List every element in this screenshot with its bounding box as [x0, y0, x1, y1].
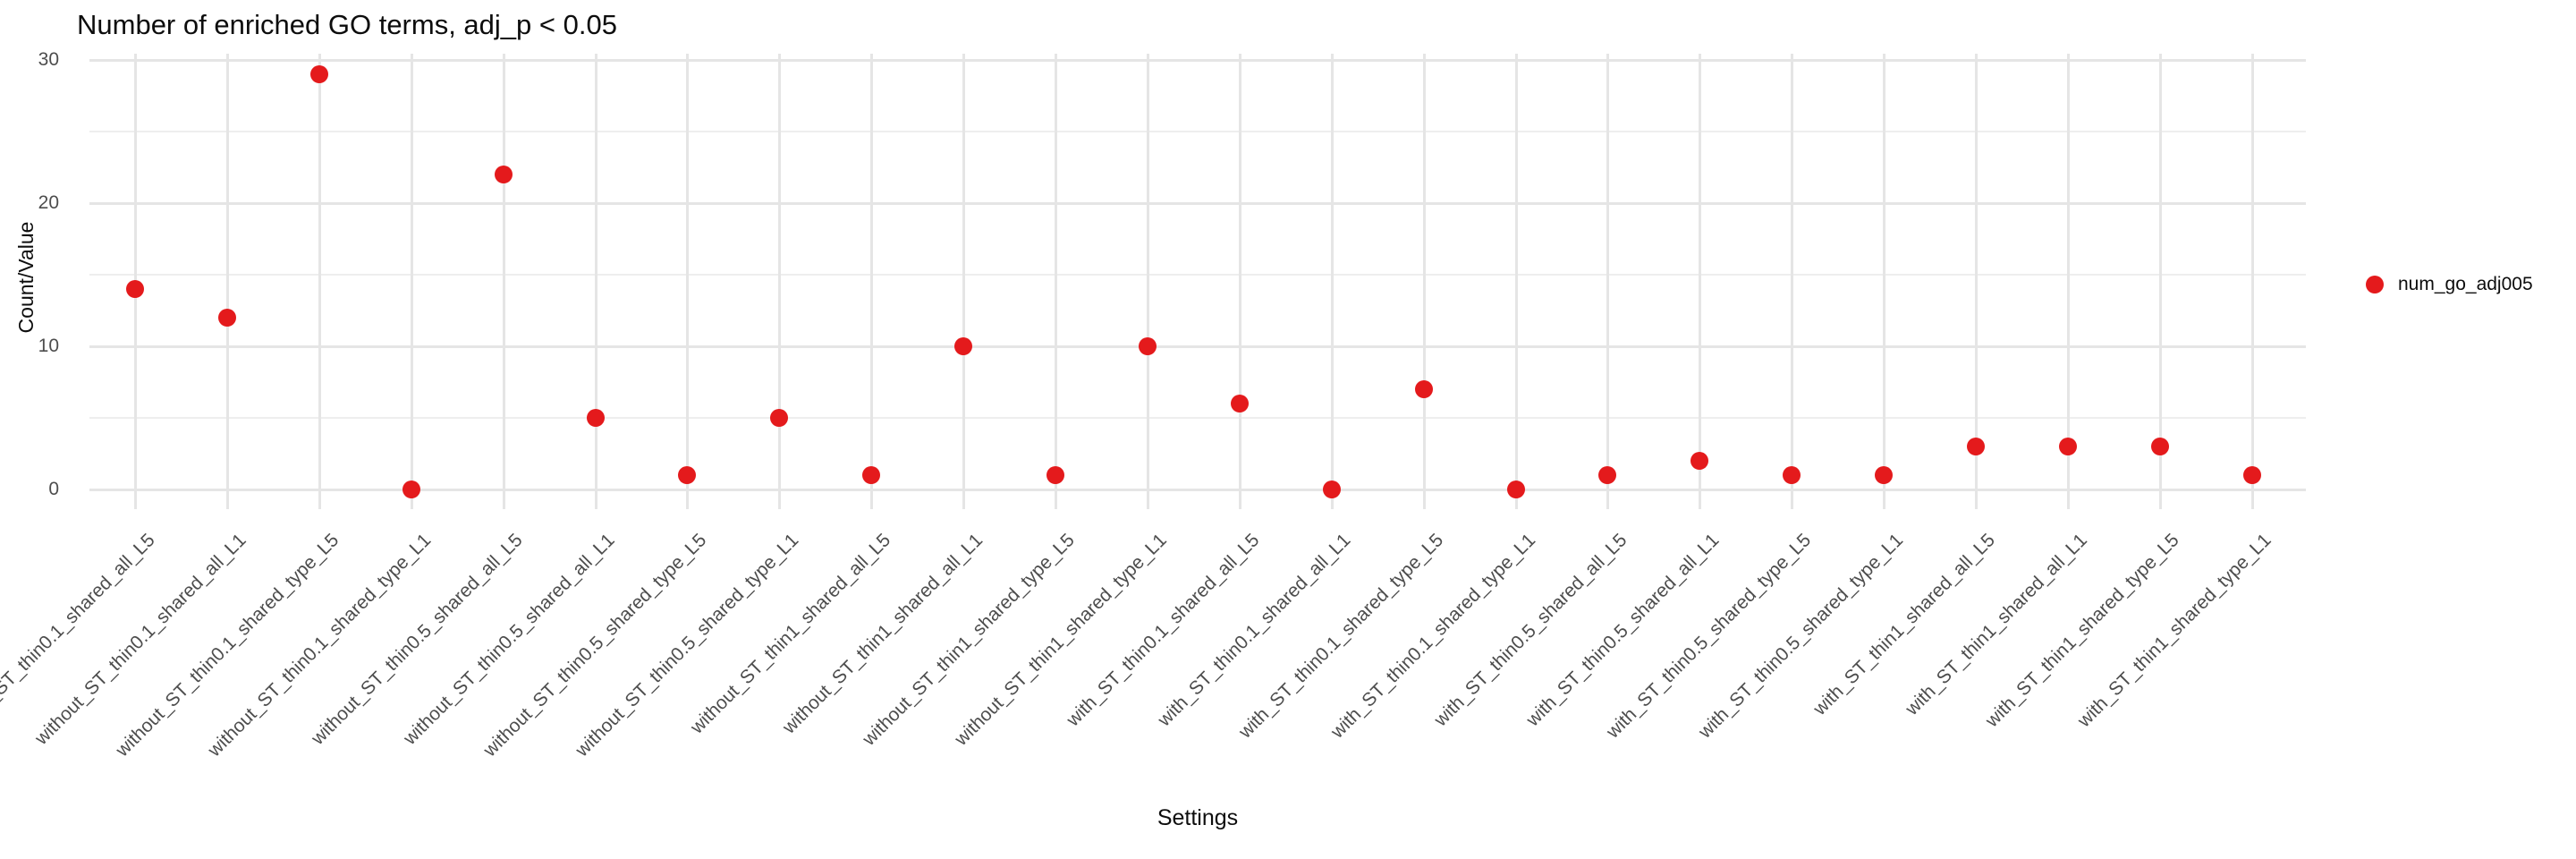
y-tick-label: 0 [48, 479, 59, 499]
data-point [1046, 466, 1064, 484]
x-tick-label-text: with_ST_thin0.5_shared_type_L1 [1694, 530, 1908, 743]
data-point [1138, 337, 1157, 355]
x-tick-label-text: without_ST_thin1_shared_all_L5 [686, 530, 895, 738]
data-point [402, 481, 420, 498]
data-point [1598, 466, 1617, 484]
x-tick-label-text: with_ST_thin0.1_shared_type_L5 [1234, 530, 1447, 743]
data-point [309, 65, 328, 83]
x-tick-label-text: with_ST_thin0.1_shared_all_L5 [1062, 530, 1264, 731]
x-tick-label-text: with_ST_thin0.5_shared_all_L1 [1522, 530, 1724, 731]
data-point [2242, 466, 2261, 484]
data-point [1230, 395, 1249, 412]
x-tick-label-text: with_ST_thin1_shared_type_L1 [2073, 530, 2275, 732]
y-tick-label: 30 [38, 49, 59, 70]
legend: num_go_adj005 [2366, 274, 2533, 295]
x-axis-title: Settings [1157, 805, 1239, 830]
chart-title: Number of enriched GO terms, adj_p < 0.0… [77, 9, 617, 40]
gridline-horizontal-minor [89, 417, 2306, 419]
data-point [862, 466, 881, 484]
gridline-vertical-major [1055, 54, 1057, 509]
gridline-vertical-major [1514, 54, 1518, 509]
data-point [494, 166, 513, 183]
y-axis-title: Count/Value [14, 221, 38, 334]
data-point [678, 466, 697, 484]
data-point [2058, 438, 2077, 455]
gridline-vertical-major [1606, 54, 1610, 509]
gridline-vertical-major [1883, 54, 1886, 509]
gridline-vertical-major [1699, 54, 1702, 509]
data-point [1967, 438, 1985, 455]
legend-label: num_go_adj005 [2398, 274, 2533, 294]
data-point [954, 337, 973, 355]
gridline-vertical-major [962, 54, 966, 509]
gridline-vertical-major [2066, 54, 2070, 509]
x-tick-label-text: with_ST_thin0.5_shared_all_L5 [1430, 530, 1631, 731]
gridline-vertical-major [870, 54, 874, 509]
data-point [586, 409, 605, 427]
data-point [2150, 438, 2169, 455]
gridline-vertical-major [2158, 54, 2162, 509]
gridline-vertical-major [318, 54, 321, 509]
gridline-vertical-major [410, 54, 413, 509]
gridline-horizontal-minor [89, 131, 2306, 132]
gridline-vertical-major [1975, 54, 1978, 509]
gridline-vertical-major [2250, 54, 2254, 509]
data-point [1322, 481, 1341, 498]
x-tick-label-text: with_ST_thin1_shared_all_L5 [1809, 530, 2000, 719]
data-point [1875, 466, 1894, 484]
gridline-vertical-major [1330, 54, 1334, 509]
y-tick-label: 20 [38, 192, 59, 213]
x-tick-label-text: with_ST_thin1_shared_all_L1 [1902, 530, 2092, 719]
data-point [1506, 481, 1525, 498]
data-point [1690, 452, 1709, 470]
gridline-vertical-major [1146, 54, 1149, 509]
x-tick-label-text: with_ST_thin0.5_shared_type_L5 [1602, 530, 1816, 743]
legend-marker-icon [2366, 276, 2384, 293]
x-tick-label-text: with_ST_thin1_shared_type_L5 [1981, 530, 2184, 732]
data-point [1414, 380, 1433, 398]
plot-panel [89, 54, 2306, 509]
data-point [126, 280, 144, 298]
gridline-vertical-major [1791, 54, 1794, 509]
gridline-vertical-major [594, 54, 597, 509]
gridline-horizontal-major [89, 59, 2306, 62]
x-tick-label-text: with_ST_thin0.1_shared_all_L1 [1154, 530, 1355, 731]
gridline-vertical-major [1422, 54, 1426, 509]
gridline-vertical-major [502, 54, 505, 509]
x-tick-label-text: without_ST_thin1_shared_all_L1 [778, 530, 987, 738]
gridline-vertical-major [1238, 54, 1241, 509]
data-point [770, 409, 789, 427]
gridline-horizontal-major [89, 345, 2306, 348]
data-point [1783, 466, 1801, 484]
gridline-horizontal-major [89, 489, 2306, 491]
gridline-horizontal-minor [89, 274, 2306, 276]
gridline-vertical-major [225, 54, 229, 509]
y-tick-label: 10 [38, 336, 59, 356]
data-point [217, 309, 236, 327]
gridline-vertical-major [686, 54, 690, 509]
gridline-vertical-major [778, 54, 782, 509]
x-tick-label-text: with_ST_thin0.1_shared_type_L1 [1326, 530, 1539, 743]
gridline-horizontal-major [89, 202, 2306, 205]
